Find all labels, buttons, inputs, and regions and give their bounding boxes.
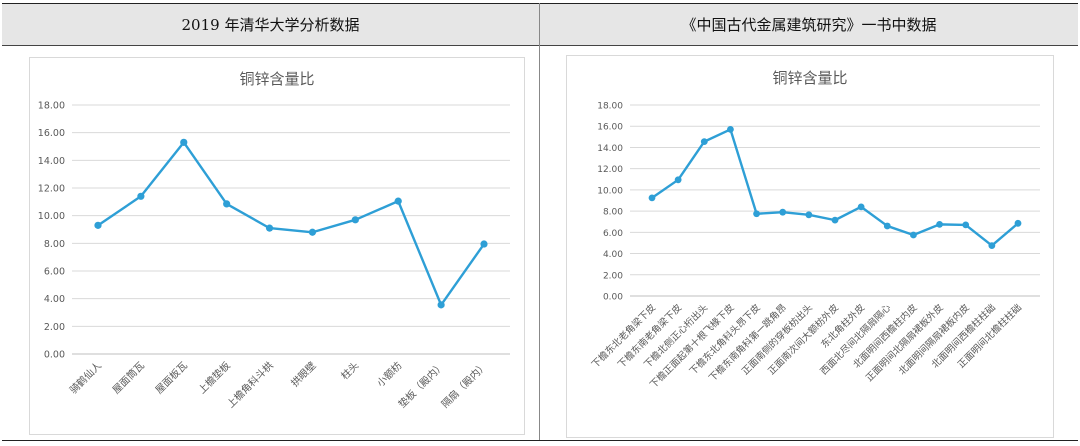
- y-tick-label: 14.00: [597, 144, 623, 154]
- y-tick-label: 18.00: [38, 101, 65, 112]
- x-tick-label: 上檐角科斗栱: [224, 359, 276, 411]
- y-tick-label: 0.00: [603, 293, 623, 303]
- x-tick-label: 隔扇（殿内）: [439, 359, 491, 411]
- x-tick-label: 小额枋: [374, 359, 404, 389]
- data-point: [480, 240, 488, 248]
- data-point: [857, 203, 865, 211]
- data-point: [674, 176, 682, 184]
- right-panel-header: 《中国古代金属建筑研究》一书中数据: [540, 4, 1078, 45]
- chart-title: 铜锌含量比: [772, 69, 847, 87]
- data-point: [831, 216, 839, 224]
- left-panel-header: 2019 年清华大学分析数据: [2, 4, 539, 45]
- header-rule: [2, 45, 1078, 46]
- data-point: [180, 138, 188, 146]
- left-chart-panel: 铜锌含量比 0.00 2.00 4.00 6.00 8.00 10.00 12.00 14.00…: [29, 57, 525, 435]
- bottom-rule: [2, 440, 1078, 441]
- x-tick-label: 拱眼壁: [288, 359, 318, 389]
- y-tick-label: 6.00: [44, 267, 65, 278]
- data-point: [700, 138, 708, 146]
- data-point: [753, 210, 760, 218]
- y-tick-label: 4.00: [44, 294, 65, 305]
- data-point: [1014, 219, 1022, 227]
- x-tick-label: 上檐垫板: [195, 359, 232, 396]
- data-point: [962, 221, 970, 229]
- data-point: [910, 231, 917, 239]
- right-chart: 铜锌含量比 0.00 2.00 4.00 6.00 8.00 10.00 12.00 14.00…: [589, 69, 1040, 391]
- y-tick-label: 8.00: [44, 239, 65, 250]
- data-point: [648, 194, 656, 202]
- data-point: [437, 301, 445, 309]
- data-point: [805, 211, 813, 219]
- y-tick-label: 2.00: [603, 271, 623, 281]
- data-point: [779, 208, 787, 216]
- y-tick-label: 16.00: [597, 123, 623, 133]
- x-tick-label: 屋面筒瓦: [110, 359, 147, 396]
- x-tick-label: 骑鹤仙人: [67, 359, 104, 396]
- right-chart-panel: 铜锌含量比 0.00 2.00 4.00 6.00 8.00 10.00 12.00 14.00…: [566, 55, 1054, 438]
- y-tick-label: 4.00: [603, 250, 623, 260]
- data-point: [988, 242, 996, 249]
- y-tick-label: 16.00: [38, 128, 65, 139]
- data-point: [265, 224, 274, 232]
- y-tick-label: 0.00: [44, 350, 65, 361]
- data-point: [351, 216, 359, 224]
- data-point: [94, 221, 102, 229]
- x-tick-label: 屋面板瓦: [152, 359, 189, 396]
- y-tick-label: 10.00: [38, 211, 65, 222]
- y-tick-label: 10.00: [597, 186, 623, 196]
- data-point: [394, 197, 402, 205]
- panel-divider: [539, 3, 540, 440]
- data-point: [308, 228, 317, 236]
- data-point: [223, 200, 231, 208]
- y-tick-label: 18.00: [597, 102, 623, 112]
- data-point: [883, 222, 891, 230]
- chart-title: 铜锌含量比: [239, 70, 314, 88]
- data-point: [936, 220, 943, 228]
- series-line: [651, 128, 1019, 247]
- series-line: [97, 141, 485, 307]
- y-tick-label: 12.00: [38, 184, 65, 195]
- y-tick-label: 2.00: [44, 322, 65, 333]
- left-chart: 铜锌含量比 0.00 2.00 4.00 6.00 8.00 10.00 12.00 14.00…: [38, 70, 510, 411]
- data-point: [727, 126, 734, 133]
- data-point: [137, 192, 145, 200]
- y-tick-label: 14.00: [38, 156, 65, 167]
- y-tick-label: 8.00: [603, 208, 623, 218]
- y-tick-label: 6.00: [603, 229, 623, 239]
- x-tick-label: 柱头: [338, 359, 361, 382]
- y-tick-label: 12.00: [597, 165, 623, 175]
- top-rule: [2, 3, 1078, 4]
